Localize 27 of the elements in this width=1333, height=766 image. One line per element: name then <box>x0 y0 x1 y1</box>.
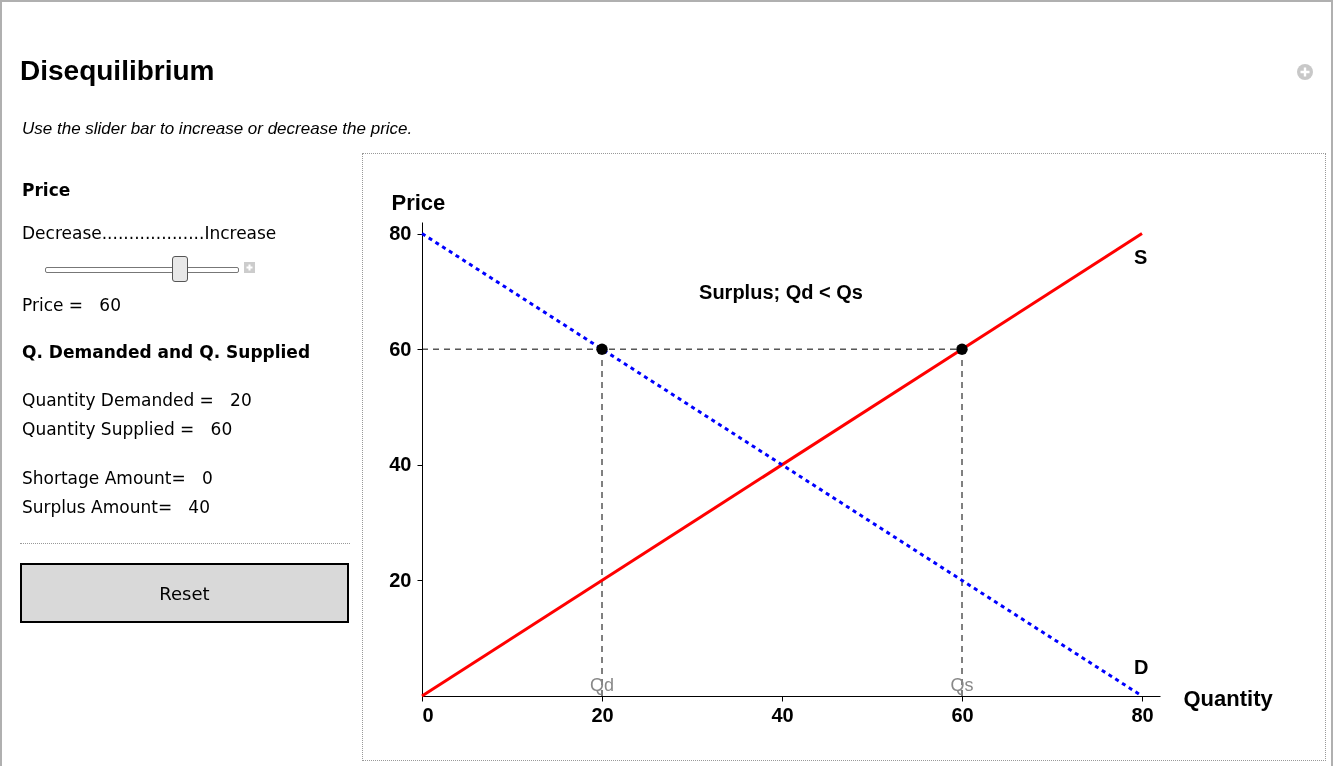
x-tick-label: 80 <box>1131 703 1154 726</box>
x-tick-label: 40 <box>771 703 794 726</box>
text: Quantity Demanded = 20 <box>22 390 252 410</box>
ref-line-label: Qs <box>950 675 974 695</box>
text: Decrease...................Increase <box>22 223 277 243</box>
text: Price = 60 <box>22 295 121 315</box>
x-tick-label: 20 <box>591 703 614 726</box>
y-axis-title: Price <box>391 189 446 215</box>
y-tick-label: 80 <box>389 222 412 245</box>
text: Surplus Amount= 40 <box>22 497 210 517</box>
annotation: Surplus; Qd < Qs <box>699 281 863 303</box>
x-axis-title: Quantity <box>1183 685 1274 711</box>
y-tick-label: 40 <box>389 453 412 476</box>
y-tick-label: 60 <box>389 337 412 360</box>
series-label: D <box>1134 656 1149 678</box>
text: Shortage Amount= 0 <box>22 468 213 488</box>
text: Disequilibrium <box>20 55 215 87</box>
text: Reset <box>20 563 349 623</box>
text: Q. Demanded and Q. Supplied <box>22 342 311 362</box>
series-label: S <box>1134 245 1148 268</box>
y-tick-label: 20 <box>389 568 412 591</box>
ref-line-label: Qd <box>589 675 615 695</box>
x-tick-label: 60 <box>951 703 974 726</box>
text: Price <box>22 180 71 200</box>
text: Quantity Supplied = 60 <box>22 419 233 439</box>
text: Use the slider bar to increase or decrease the price. <box>22 119 413 139</box>
x-tick-label: 0 <box>422 703 434 726</box>
